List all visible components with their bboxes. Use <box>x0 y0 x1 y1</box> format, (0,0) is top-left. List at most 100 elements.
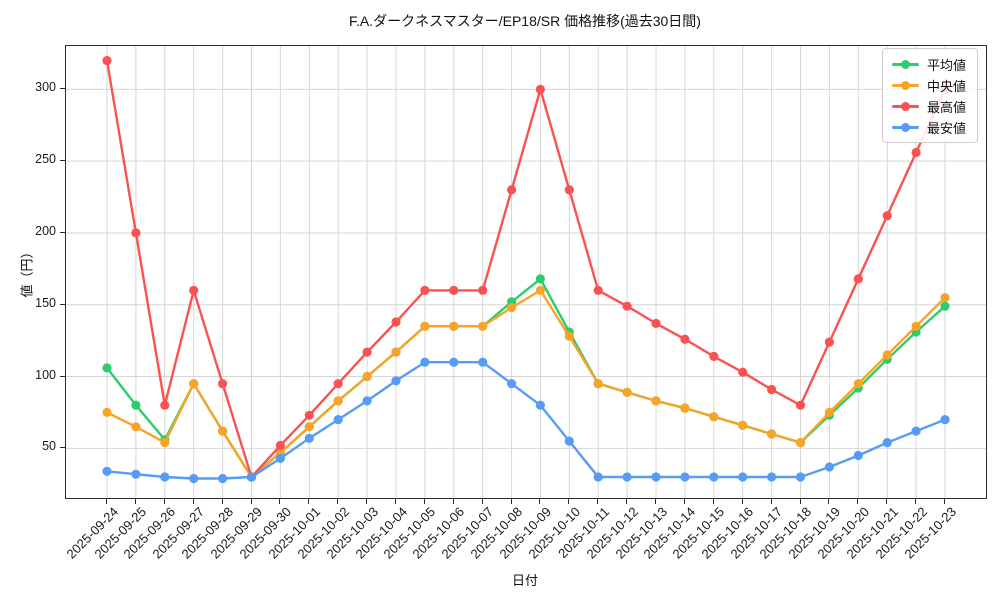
data-point <box>709 472 719 482</box>
plot-area <box>65 45 987 499</box>
y-tick-mark <box>60 375 65 377</box>
data-point <box>420 357 430 367</box>
data-point <box>651 396 661 406</box>
data-point <box>131 228 141 238</box>
data-point <box>246 472 257 482</box>
series-line-中央値 <box>105 289 947 479</box>
data-point <box>795 472 806 482</box>
data-point <box>882 438 892 448</box>
y-tick-label: 250 <box>35 152 56 167</box>
data-point <box>622 301 632 311</box>
data-point <box>507 185 517 195</box>
data-point <box>622 387 632 397</box>
data-point <box>824 407 835 417</box>
x-tick-mark <box>395 499 396 504</box>
x-tick-mark <box>423 499 425 504</box>
legend-item-最高値: 最高値 <box>891 98 966 115</box>
data-point <box>131 400 141 410</box>
data-point <box>449 285 459 295</box>
data-point <box>333 379 343 389</box>
x-tick-mark <box>597 499 599 504</box>
data-point <box>911 321 921 331</box>
data-point <box>189 285 199 295</box>
data-point <box>535 274 545 284</box>
series-line-最安値 <box>105 361 947 480</box>
x-tick-mark <box>568 499 570 504</box>
legend-line-marker-icon <box>891 121 919 134</box>
data-point <box>391 347 401 357</box>
x-tick-mark <box>163 499 165 504</box>
chart-canvas <box>66 46 986 498</box>
data-point <box>420 321 430 331</box>
data-point <box>564 185 574 195</box>
x-tick-mark <box>134 499 136 504</box>
data-point <box>651 472 661 482</box>
legend-item-平均値: 平均値 <box>891 56 966 73</box>
y-tick-label: 200 <box>35 223 56 238</box>
data-point <box>940 415 950 425</box>
data-point <box>853 274 863 284</box>
y-tick-label: 150 <box>35 295 56 310</box>
data-point <box>824 337 835 347</box>
x-tick-mark <box>944 499 945 504</box>
data-point <box>304 422 314 432</box>
data-point <box>304 433 314 443</box>
data-point <box>478 357 488 367</box>
legend-line-marker-icon <box>891 79 919 92</box>
data-point <box>680 403 690 413</box>
data-point <box>449 321 459 331</box>
x-axis-label: 日付 <box>511 573 538 588</box>
x-tick-mark <box>741 499 743 504</box>
x-tick-mark <box>366 499 368 504</box>
x-tick-mark <box>915 499 917 504</box>
data-point <box>420 285 430 295</box>
data-point <box>218 426 228 436</box>
legend-line-marker-icon <box>891 100 919 113</box>
legend-label: 最安値 <box>926 120 966 136</box>
y-tick-mark <box>60 303 65 305</box>
data-point <box>160 400 170 410</box>
data-point <box>853 450 863 461</box>
data-point <box>189 473 199 484</box>
data-point <box>102 466 112 476</box>
x-tick-mark <box>106 499 107 504</box>
data-point <box>478 285 488 295</box>
data-point <box>680 472 690 482</box>
data-point <box>535 400 545 410</box>
x-tick-mark <box>221 499 223 504</box>
data-point <box>102 363 112 373</box>
data-point <box>795 400 806 410</box>
y-tick-mark <box>60 447 65 449</box>
data-point <box>738 367 748 377</box>
x-tick-mark <box>308 499 310 504</box>
y-axis-label: 値（円） <box>19 245 35 298</box>
data-point <box>449 357 459 367</box>
data-point <box>593 379 603 389</box>
data-point <box>333 396 343 406</box>
data-point <box>218 473 228 484</box>
data-point <box>940 301 950 311</box>
data-point <box>911 147 921 158</box>
x-tick-mark <box>799 499 801 504</box>
x-tick-mark <box>452 499 454 504</box>
data-point <box>882 211 892 221</box>
data-point <box>362 396 372 406</box>
y-tick-mark <box>60 160 65 162</box>
data-point <box>535 84 545 94</box>
data-point <box>767 472 777 482</box>
x-tick-mark <box>886 499 888 504</box>
legend-item-中央値: 中央値 <box>891 77 966 94</box>
legend-line-marker-icon <box>891 58 919 71</box>
x-tick-mark <box>192 499 194 504</box>
x-tick-mark <box>626 499 628 504</box>
legend: 平均値中央値最高値最安値 <box>881 48 978 143</box>
data-point <box>882 350 892 360</box>
data-point <box>304 410 314 420</box>
data-point <box>911 426 921 436</box>
data-point <box>362 371 372 382</box>
data-point <box>160 472 170 482</box>
y-tick-label: 100 <box>35 367 56 382</box>
y-tick-label: 300 <box>35 80 56 95</box>
data-point <box>564 436 574 446</box>
